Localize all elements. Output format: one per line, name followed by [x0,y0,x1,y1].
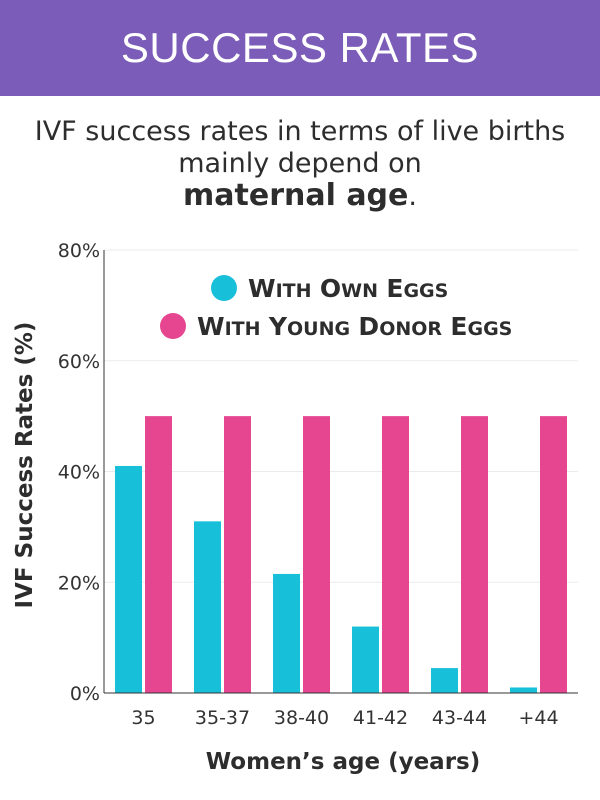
legend-swatch [160,313,186,339]
page-title: SUCCESS RATES [120,24,480,71]
y-tick-label: 0% [70,683,100,705]
bar-own-eggs [352,626,379,693]
bar-donor-eggs [461,416,488,693]
bar-donor-eggs [145,416,172,693]
intro-emphasis: maternal age [183,178,409,213]
header-banner: SUCCESS RATES [0,0,600,96]
bar-own-eggs [431,668,458,693]
legend-label: WITH OWN EGGS [248,274,448,303]
gridlines [104,249,578,583]
intro-text-end: . [408,181,417,212]
bar-own-eggs [273,573,300,693]
bars [115,416,567,693]
x-tick-label: 35-37 [195,707,250,729]
y-tick-label: 20% [58,572,100,594]
bar-own-eggs [510,687,537,693]
x-tick-label: 41-42 [353,707,408,729]
x-tick-label: 35 [131,707,155,729]
intro-text-main: IVF success rates in terms of live birth… [34,116,566,179]
x-tick-label: 38-40 [274,707,329,729]
y-tick-label: 80% [58,240,100,262]
legend: WITH OWN EGGS WITH YOUNG DONOR EGGS [160,274,512,341]
y-axis-title: IVF Success Rates (%) [12,322,38,609]
axes: 0% 20% 40% 60% 80% 35 35-37 38-40 41-42 43-44 +44 [58,240,578,729]
bar-own-eggs [194,521,221,693]
bar-donor-eggs [540,416,567,693]
legend-label: WITH YOUNG DONOR EGGS [197,312,512,341]
y-tick-label: 40% [58,462,100,484]
bar-donor-eggs [382,416,409,693]
bar-donor-eggs [224,416,251,693]
x-tick-label: +44 [518,707,558,729]
x-tick-label: 43-44 [432,707,487,729]
bar-own-eggs [115,465,142,693]
x-axis-title: Women’s age (years) [206,749,480,775]
legend-swatch [211,275,237,301]
bar-donor-eggs [303,416,330,693]
y-tick-label: 60% [58,351,100,373]
intro-text: IVF success rates in terms of live birth… [30,116,570,213]
